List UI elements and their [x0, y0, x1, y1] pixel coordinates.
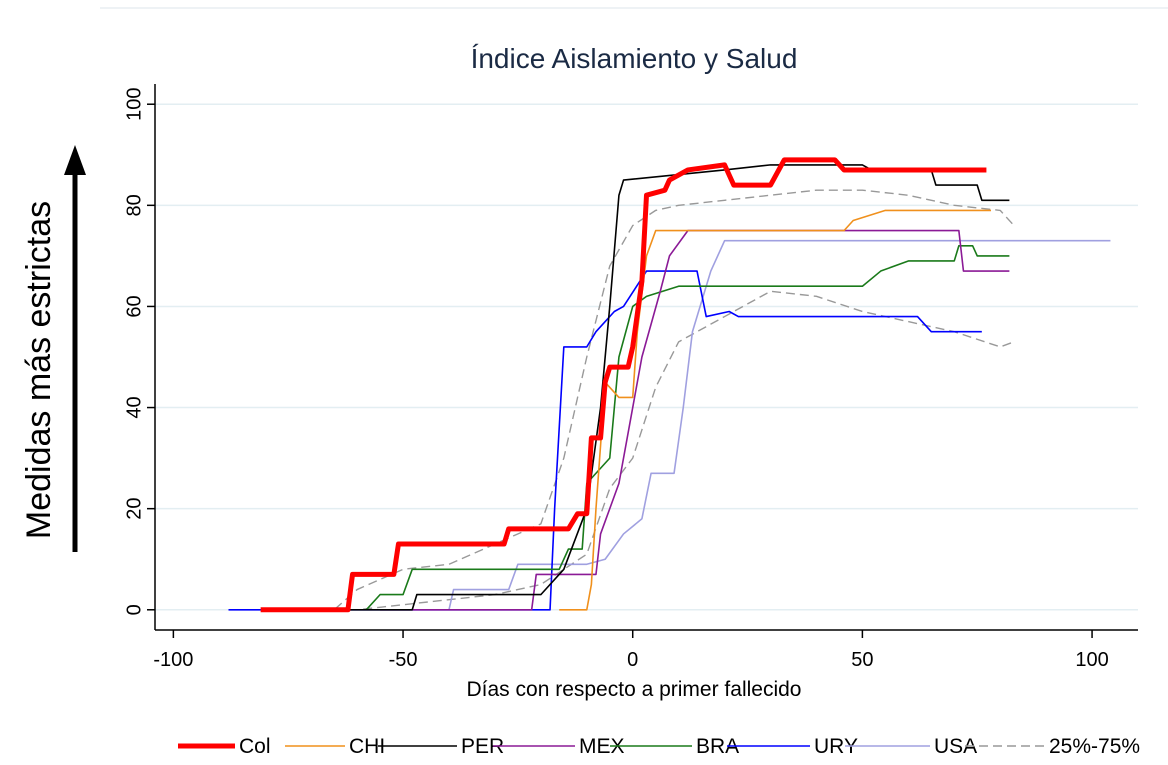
legend-label: CHI [349, 735, 385, 758]
legend-label: Col [239, 735, 271, 758]
series-line [448, 239, 1111, 610]
series-line [265, 290, 1015, 611]
arrow-head [64, 145, 86, 175]
x-tick-label: -50 [389, 649, 418, 671]
series-line [260, 157, 987, 613]
x-tick-label: -100 [153, 649, 193, 671]
x-axis-label: Días con respecto a primer fallecido [467, 678, 802, 701]
chart-title: Índice Aislamiento y Salud [471, 43, 798, 74]
y-tick-label: 0 [123, 604, 145, 615]
y-tick-label: 80 [123, 194, 145, 216]
series-line [559, 209, 992, 611]
series-line [380, 229, 1010, 611]
legend-label: PER [461, 735, 504, 758]
series-line [365, 244, 1010, 611]
series-line [228, 270, 982, 611]
legend-label: MEX [579, 735, 625, 758]
series-line [347, 164, 1010, 611]
legend-label: 25%-75% [1049, 735, 1140, 758]
y-tick-label: 40 [123, 396, 145, 418]
x-tick-label: 0 [627, 649, 638, 671]
y-axis-label: Medidas más estrictas [20, 201, 58, 539]
y-tick-label: 60 [123, 295, 145, 317]
legend-label: BRA [696, 735, 739, 758]
legend-label: USA [934, 735, 977, 758]
x-tick-label: 50 [851, 649, 873, 671]
y-tick-label: 100 [123, 88, 145, 121]
x-tick-label: 100 [1075, 649, 1108, 671]
y-tick-label: 20 [123, 498, 145, 520]
legend-label: URY [814, 735, 858, 758]
series-line [265, 189, 1015, 611]
